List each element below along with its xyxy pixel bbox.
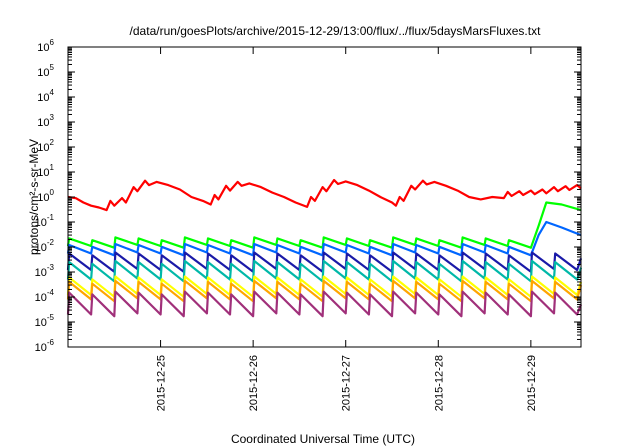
y-tick-label: 10-1: [35, 213, 55, 229]
series-line-8: [66, 290, 583, 318]
x-axis-label: Coordinated Universal Time (UTC): [231, 432, 415, 446]
series-line-2: [66, 201, 582, 249]
chart-title: /data/run/goesPlots/archive/2015-12-29/1…: [130, 24, 542, 38]
x-tick-label: 2015-12-26: [248, 355, 260, 411]
plot-frame: [67, 46, 582, 348]
y-tick-label: 103: [37, 113, 54, 129]
y-tick-label: 10-2: [35, 238, 55, 254]
series-line-5: [66, 259, 583, 283]
y-axis-label: protons/cm²-s-sr-MeV: [27, 139, 41, 255]
y-tick-label: 104: [37, 88, 54, 104]
y-tick-label: 100: [37, 188, 54, 204]
y-tick-label: 106: [37, 38, 54, 54]
series-layer: [66, 178, 583, 318]
x-tick-label: 2015-12-25: [156, 355, 168, 411]
y-tick-label: 10-3: [35, 263, 55, 279]
x-tick-label: 2015-12-29: [526, 355, 538, 411]
y-tick-label: 102: [37, 138, 54, 154]
series-line-1: [67, 178, 582, 212]
y-tick-label: 10-6: [35, 338, 55, 354]
y-tick-label: 10-5: [35, 313, 55, 329]
y-tick-label: 105: [37, 63, 54, 79]
axis-layer: 10-6 10-5 10-4 10-3 10-2 10-1 100 101 102 103 104 1…: [35, 38, 581, 411]
x-tick-label: 2015-12-28: [433, 355, 445, 411]
x-tick-label: 2015-12-27: [341, 355, 353, 411]
y-tick-label: 101: [37, 163, 54, 179]
y-tick-label: 10-4: [35, 288, 55, 304]
